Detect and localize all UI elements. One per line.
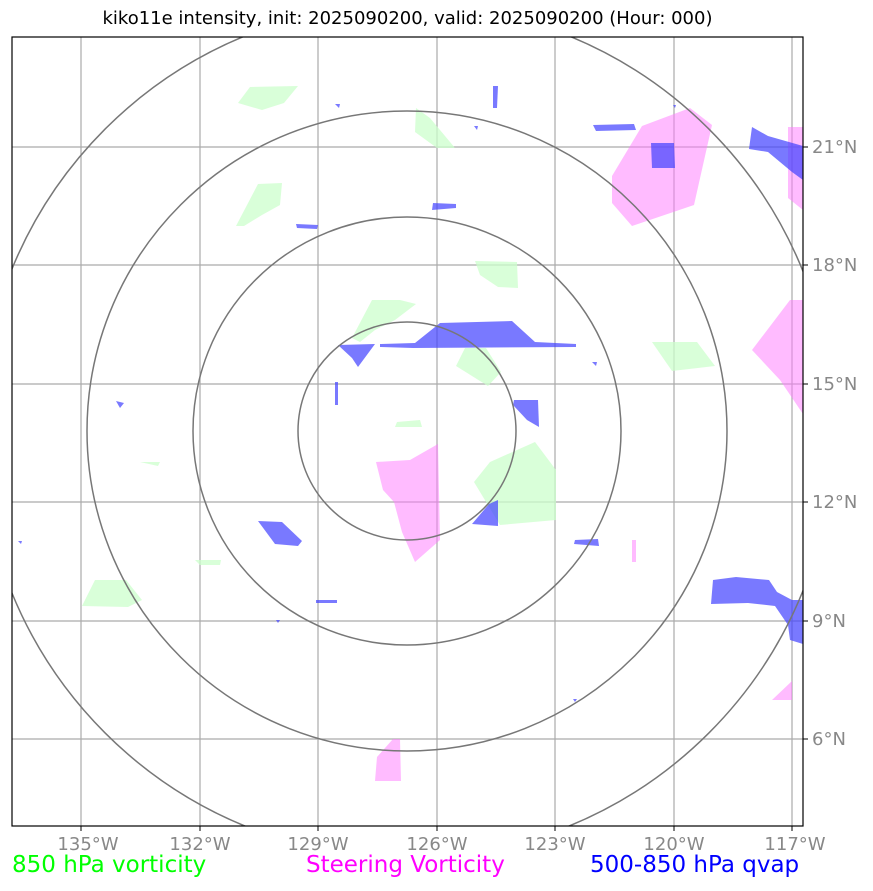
vorticity-patch <box>236 183 282 226</box>
map-frame <box>11 36 804 827</box>
qvap-patch <box>474 126 478 130</box>
lat-label: 9°N <box>812 611 846 632</box>
vorticity-patch <box>395 420 422 427</box>
graticule <box>12 37 803 826</box>
vorticity-patch <box>475 261 518 288</box>
qvap-patch <box>574 539 599 546</box>
lon-label: 132°W <box>169 834 230 855</box>
lon-label: 135°W <box>57 834 118 855</box>
legend-qvap: 500-850 hPa qvap <box>590 852 800 878</box>
vorticity-patch <box>82 580 142 607</box>
plot-title: kiko11e intensity, init: 2025090200, val… <box>102 8 713 29</box>
qvap-patch <box>335 382 338 405</box>
range-ring-1 <box>297 321 517 541</box>
range-rings <box>12 37 803 826</box>
lat-label: 18°N <box>812 255 857 276</box>
longitude-labels: 135°W 132°W 129°W 126°W 123°W 120°W 117°… <box>57 834 825 855</box>
latitude-labels: 21°N 18°N 15°N 12°N 9°N 6°N <box>812 137 857 750</box>
qvap-patch <box>316 600 337 603</box>
steering-vorticity-patch <box>752 300 803 414</box>
qvap-patch <box>711 577 803 644</box>
qvap-patch <box>472 500 498 526</box>
lon-label: 123°W <box>524 834 585 855</box>
vorticity-patch <box>140 462 160 466</box>
qvap-patch <box>493 86 498 108</box>
qvap-patch <box>335 104 340 108</box>
vorticity-patch <box>456 348 501 386</box>
tick-marks <box>80 146 808 831</box>
qvap-patch <box>673 105 676 108</box>
lon-label: 129°W <box>287 834 348 855</box>
steering-vorticity-patch <box>375 739 401 781</box>
qvap-patch <box>338 344 375 367</box>
qvap-patch <box>592 362 597 366</box>
qvap-patch <box>513 400 539 427</box>
steering-vorticity-patch <box>632 540 636 562</box>
qvap-patch <box>432 203 456 210</box>
qvap-patch <box>296 224 318 229</box>
legend-steering-vorticity: Steering Vorticity <box>306 852 505 878</box>
vorticity-patch <box>415 108 455 148</box>
vorticity-patch <box>195 560 221 565</box>
qvap-patch <box>380 321 576 348</box>
lon-label: 120°W <box>643 834 704 855</box>
qvap-patch <box>573 699 577 702</box>
vorticity-patch <box>238 86 298 110</box>
steering-vorticity-patch <box>772 681 792 700</box>
qvap-patch <box>593 124 636 131</box>
lon-label: 126°W <box>406 834 467 855</box>
qvap-patch <box>749 127 803 180</box>
lat-label: 21°N <box>812 137 857 158</box>
qvap-patch <box>116 401 124 408</box>
legend-850-vorticity: 850 hPa vorticity <box>12 852 207 878</box>
vorticity-patch <box>652 342 715 371</box>
range-ring-2 <box>192 216 622 646</box>
vorticity-patch <box>352 300 416 342</box>
qvap-patch <box>651 143 675 168</box>
lat-label: 15°N <box>812 374 857 395</box>
qvap-patch <box>258 521 302 546</box>
lat-label: 12°N <box>812 492 857 513</box>
qvap-patch <box>276 620 280 623</box>
lon-label: 117°W <box>764 834 825 855</box>
range-ring-3 <box>86 110 728 752</box>
qvap-patch <box>18 541 22 544</box>
steering-vorticity-patch <box>376 444 440 562</box>
lat-label: 6°N <box>812 729 846 750</box>
qvap-fields <box>18 86 803 702</box>
